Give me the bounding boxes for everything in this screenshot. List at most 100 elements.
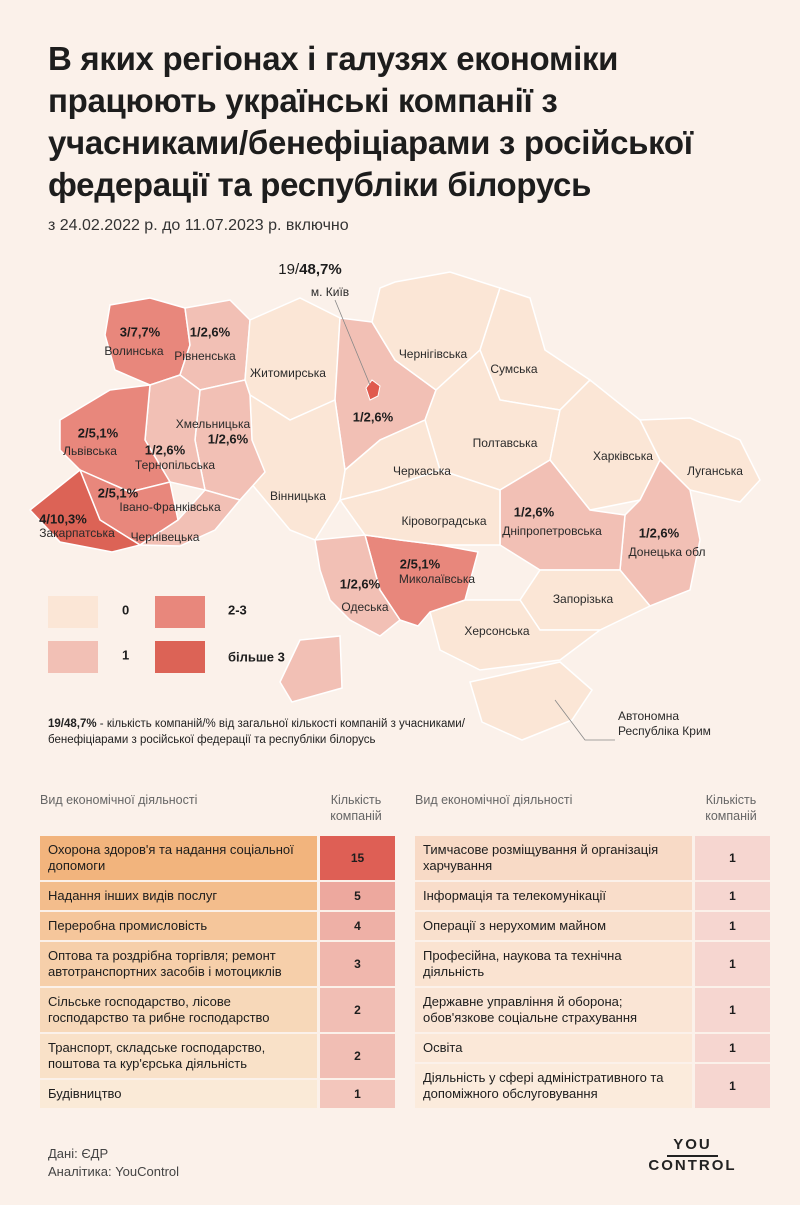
region-name: Львівська [63, 444, 117, 458]
company-count: 1 [320, 1080, 395, 1108]
activity: Транспорт, складське господарство, пошто… [40, 1034, 317, 1078]
region [469, 661, 593, 741]
table-row: Оптова та роздрібна торгівля; ремонт авт… [40, 940, 395, 986]
table: Вид економічної діяльності Кількість комп… [40, 792, 395, 1108]
table-row: Тимчасове розміщування й організація хар… [415, 834, 770, 880]
leader [554, 699, 615, 741]
region-name: Харківська [593, 449, 653, 463]
region-name: Автономна [618, 709, 679, 723]
table-row: Охорона здоров'я та надання соціальної д… [40, 834, 395, 880]
activity: Діяльність у сфері адміністративного та … [415, 1064, 692, 1108]
activity: Професійна, наукова та технічна діяльніс… [415, 942, 692, 986]
region [279, 534, 402, 703]
region-value: 1/2,6% [353, 409, 394, 424]
region-name: Запорізька [553, 592, 614, 606]
legend-swatch [155, 641, 205, 673]
activity: Сільське господарство, лісове господарст… [40, 988, 317, 1032]
table-row: Сільське господарство, лісове господарст… [40, 986, 395, 1032]
table-row: Будівництво 1 [40, 1078, 395, 1108]
table-row: Державне управління й оборона; обов'язко… [415, 986, 770, 1032]
company-count: 1 [695, 1064, 770, 1108]
company-count: 1 [695, 942, 770, 986]
region-name: Чернігівська [399, 347, 468, 361]
activity: Освіта [415, 1034, 692, 1062]
title-line: федерації та республіки білорусь [48, 166, 592, 203]
note-key: 19/48,7% [48, 718, 97, 730]
legend-swatch [48, 596, 98, 628]
title-line: В яких регіонах і галузях економіки [48, 40, 619, 77]
region-name: Одеська [341, 600, 389, 614]
region-name: Луганська [687, 464, 743, 478]
column-header: Кількість компаній [330, 793, 382, 823]
region-name: Полтавська [473, 436, 538, 450]
title: В яких регіонах і галузях економіки працю… [48, 38, 693, 206]
company-count: 15 [320, 836, 395, 880]
leader [334, 299, 371, 386]
region-value: 1/2,6% [639, 525, 680, 540]
region [249, 393, 346, 541]
legend-label: 0 [122, 602, 129, 617]
table-row: Діяльність у сфері адміністративного та … [415, 1062, 770, 1108]
region-name: Дніпропетровська [502, 524, 602, 538]
kyiv-count: 19/ [278, 261, 300, 278]
company-count: 1 [695, 912, 770, 940]
table-header: Вид економічної діяльності Кількість комп… [415, 792, 770, 834]
footer: Дані: ЄДР Аналітика: YouControl [48, 1145, 179, 1181]
note: 19/48,7% - кількість компаній/% від зага… [48, 716, 518, 748]
kyiv-share: 48,7% [299, 261, 342, 278]
company-count: 3 [320, 942, 395, 986]
map: 3/7,7% Волинська 1/2,6% Рівненська Житомирсь… [28, 261, 761, 741]
kyiv-name: м. Київ [311, 285, 349, 299]
region-name: Миколаївська [399, 572, 476, 586]
region-value: 3/7,7% [120, 324, 161, 339]
region-name: Житомирська [250, 366, 326, 380]
table: Вид економічної діяльності Кількість комп… [415, 792, 770, 1108]
activity: Оптова та роздрібна торгівля; ремонт авт… [40, 942, 317, 986]
table-row: Освіта 1 [415, 1032, 770, 1062]
activity: Будівництво [40, 1080, 317, 1108]
table-row: Професійна, наукова та технічна діяльніс… [415, 940, 770, 986]
note-text: - кількість компаній/% від загальної кіл… [48, 718, 465, 746]
region-name: Закарпатська [39, 526, 115, 540]
company-count: 1 [695, 988, 770, 1032]
region-value: 4/10,3% [39, 511, 87, 526]
region-value: 1/2,6% [514, 504, 555, 519]
region-name: Чернівецька [131, 530, 200, 544]
activity: Переробна промисловість [40, 912, 317, 940]
region-name: Івано-Франківська [119, 500, 221, 514]
activity: Надання інших видів послуг [40, 882, 317, 910]
region-name: Хмельницька [176, 417, 251, 431]
table-row: Інформація та телекомунікації 1 [415, 880, 770, 910]
legend-label: більше 3 [228, 649, 285, 664]
region [429, 599, 603, 671]
logo-text: CONTROL [648, 1157, 737, 1174]
company-count: 5 [320, 882, 395, 910]
kyiv-city [365, 379, 381, 401]
logo: YOU CONTROL [645, 1136, 740, 1174]
company-count: 2 [320, 1034, 395, 1078]
region-value: 1/2,6% [208, 431, 249, 446]
region [28, 468, 142, 553]
analytics: Аналітика: YouControl [48, 1164, 180, 1179]
region-value: 2/5,1% [400, 556, 441, 571]
activity: Тимчасове розміщування й організація хар… [415, 836, 692, 880]
column-header: Вид економічної діяльності [415, 793, 573, 807]
column-header: Кількість компаній [705, 793, 757, 823]
region [104, 297, 191, 386]
region-name: Сумська [490, 362, 538, 376]
region-value: 2/5,1% [78, 425, 119, 440]
region-name: Черкаська [393, 464, 451, 478]
region-name: Волинська [104, 344, 164, 358]
subtitle: з 24.02.2022 р. до 11.07.2023 р. включно [48, 217, 349, 234]
company-count: 2 [320, 988, 395, 1032]
region-name: Рівненська [174, 349, 236, 363]
title-line: працюють українські компанії з [48, 82, 558, 119]
region-value: 1/2,6% [340, 576, 381, 591]
title-line: учасниками/бенефіціарами з російської [48, 124, 693, 161]
activity: Операції з нерухомим майном [415, 912, 692, 940]
activity: Охорона здоров'я та надання соціальної д… [40, 836, 317, 880]
company-count: 1 [695, 882, 770, 910]
region-value: 1/2,6% [145, 442, 186, 457]
legend-label: 1 [122, 647, 129, 662]
